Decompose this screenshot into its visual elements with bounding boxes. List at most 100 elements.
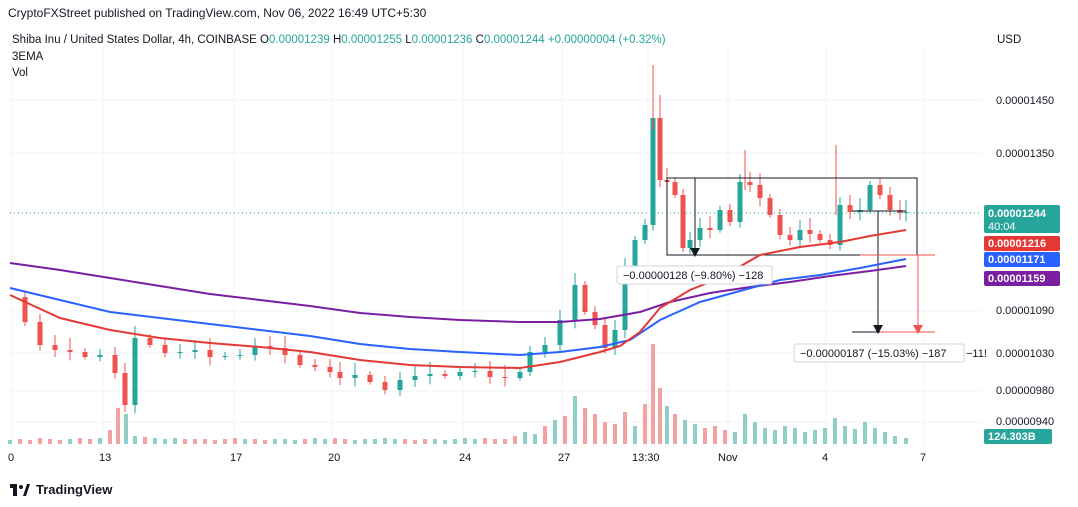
volume-bar <box>553 420 557 444</box>
open-value: 0.00001239 <box>268 34 330 46</box>
volume-bar <box>813 430 817 444</box>
ema-red-badge <box>984 236 1060 251</box>
candle-body <box>887 195 893 210</box>
candle-body <box>397 380 403 390</box>
candle-body <box>22 297 28 322</box>
volume-bar <box>403 439 407 444</box>
tradingview-brand: TradingView <box>36 482 113 497</box>
volume-bar <box>18 439 22 444</box>
volume-bar <box>223 439 227 444</box>
candle-body <box>112 355 118 373</box>
candle-body <box>147 338 153 345</box>
candle-body <box>122 373 128 405</box>
price-tick: 0.00001090 <box>996 305 1054 317</box>
symbol-name[interactable]: Shiba Inu / United States Dollar, 4h, CO… <box>12 34 257 46</box>
candle-body <box>132 338 138 405</box>
candle-body <box>52 345 58 350</box>
close-value: 0.00001244 <box>483 34 545 46</box>
candle-body <box>352 375 358 378</box>
volume-bar <box>643 404 647 444</box>
candle-body <box>642 225 648 240</box>
volume-bar <box>373 439 377 444</box>
ema-red-line <box>9 229 907 370</box>
volume-bar <box>383 438 387 444</box>
candle-body <box>837 205 843 245</box>
range-box <box>666 177 918 256</box>
open-key: O <box>260 34 269 46</box>
volume-bar <box>333 438 337 444</box>
volume-bar <box>503 439 507 444</box>
volume-bar <box>683 420 687 444</box>
volume-bar <box>623 412 627 444</box>
high-value: 0.00001255 <box>341 34 403 46</box>
volume-bar <box>163 439 167 444</box>
range-label-box <box>616 265 773 285</box>
volume-bar <box>803 432 807 444</box>
chart-grid <box>10 45 982 445</box>
volume-bar <box>573 396 577 444</box>
time-tick: 4 <box>822 452 828 464</box>
range-label: −0.00000128 (−9.80%) −128 <box>623 270 763 282</box>
indicator-ema[interactable]: 3EMA <box>12 51 44 63</box>
volume-bar <box>263 440 267 444</box>
volume-bar <box>38 438 42 444</box>
volume-bar <box>658 388 662 444</box>
candle-body <box>412 376 418 380</box>
candle-body <box>687 240 693 248</box>
candle-body <box>312 365 318 367</box>
time-axis: 0 13 17 20 24 27 13:30 Nov 4 7 <box>8 452 926 464</box>
candle-body <box>877 185 883 195</box>
candle-body <box>757 185 763 198</box>
volume-bar <box>603 422 607 444</box>
volume-bar <box>173 438 177 444</box>
volume-bar <box>313 438 317 444</box>
volume-bar <box>463 438 467 444</box>
candle-body <box>747 182 753 185</box>
volume-bar <box>353 440 357 444</box>
price-tick: 0.00000940 <box>996 416 1054 428</box>
candle-body <box>632 240 638 270</box>
projection-arrow <box>913 325 923 334</box>
projection-label-cut: −11! <box>966 348 987 360</box>
price-tick: 0.00001030 <box>996 348 1054 360</box>
time-tick: 13:30 <box>632 452 660 464</box>
indicator-volume[interactable]: Vol <box>12 67 28 79</box>
volume-bar <box>843 426 847 444</box>
volume-bar <box>873 428 877 444</box>
tradingview-footer[interactable]: TradingView <box>10 482 112 497</box>
candle-body <box>737 182 743 222</box>
candle-body <box>572 285 578 320</box>
candle-body <box>777 215 783 235</box>
volume-bar <box>363 439 367 444</box>
time-tick: 24 <box>459 452 471 464</box>
time-tick: 13 <box>99 452 111 464</box>
volume-bar <box>583 408 587 444</box>
candle-body <box>807 230 813 234</box>
volume-bar <box>68 439 72 444</box>
candles <box>22 65 909 414</box>
projection-label-box <box>793 343 965 363</box>
change-value: +0.00000004 (+0.32%) <box>547 34 666 46</box>
volume-bar <box>323 439 327 444</box>
candle-body <box>517 372 523 378</box>
candle-body <box>867 185 873 210</box>
target-arrow <box>873 325 883 334</box>
candle-body <box>427 374 433 376</box>
countdown: 40:04 <box>988 221 1016 233</box>
volume-bar <box>124 414 128 444</box>
candle-body <box>472 371 478 372</box>
currency-label[interactable]: USD <box>997 34 1022 46</box>
volume-bar <box>713 426 717 444</box>
price-tick: 0.00001450 <box>996 95 1054 107</box>
volume-bar <box>116 408 120 444</box>
candle-body <box>162 345 168 353</box>
publisher-line: CryptoFXStreet published on TradingView.… <box>8 6 427 20</box>
candle-body <box>367 375 373 382</box>
volume-bar <box>613 424 617 444</box>
volume-bar <box>283 439 287 444</box>
price-badges: 0.00001244 40:04 0.00001216 0.00001171 0… <box>984 205 1060 444</box>
candle-body <box>177 352 183 353</box>
volume-bar <box>665 406 669 444</box>
range-measure-arrow <box>690 248 700 257</box>
